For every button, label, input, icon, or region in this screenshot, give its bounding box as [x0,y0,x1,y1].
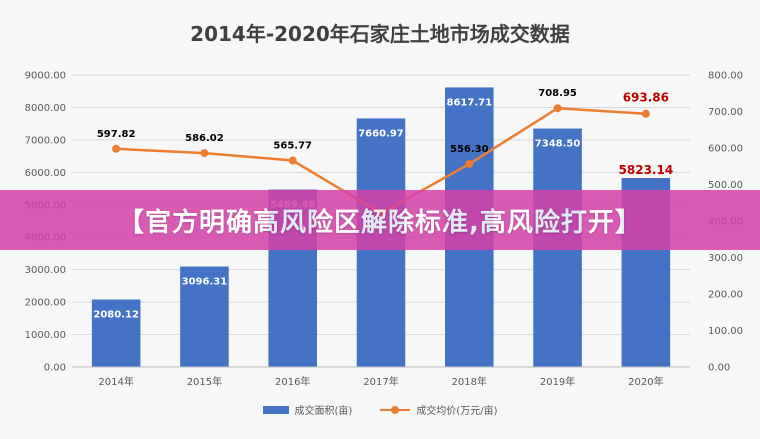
x-tick-label: 2017年 [363,375,398,388]
y-left-tick-label: 1000.00 [25,330,66,341]
chart-legend: 成交面积(亩) 成交均价(万元/亩) [0,402,760,417]
y-left-tick-label: 9000.00 [25,71,66,82]
bar-data-label: 8617.71 [447,97,493,108]
legend-item-price: 成交均价(万元/亩) [380,402,497,417]
price-point [112,144,121,153]
price-data-label: 597.82 [97,129,136,140]
bar-data-label: 2080.12 [93,310,139,321]
price-point [200,149,209,158]
bar [91,299,141,367]
bar-data-label: 7660.97 [358,128,404,139]
y-left-tick-label: 8000.00 [25,103,66,114]
price-data-label: 693.86 [623,91,669,105]
banner-text: 【官方明确高风险区解除标准,高风险打开】 [118,207,642,238]
legend-label-area: 成交面积(亩) [294,406,353,417]
bar-data-label: 5823.14 [619,163,674,177]
x-tick-label: 2018年 [452,375,487,388]
price-data-label: 708.95 [538,88,577,99]
price-point [288,156,297,165]
legend-item-area: 成交面积(亩) [262,402,353,417]
bar-data-label: 3096.31 [182,277,228,288]
y-left-tick-label: 3000.00 [25,265,66,276]
y-right-tick-label: 600.00 [708,144,743,155]
bar [180,266,229,367]
price-point [553,104,562,113]
y-left-tick-label: 0.00 [44,363,66,374]
y-right-tick-label: 800.00 [708,71,743,82]
legend-bar-swatch [262,405,289,414]
chart-title: 2014年-2020年石家庄土地市场成交数据 [190,22,570,46]
y-right-tick-label: 100.00 [708,326,743,337]
y-right-tick-label: 200.00 [708,290,743,301]
y-right-tick-label: 300.00 [708,253,743,264]
price-data-label: 565.77 [273,140,312,151]
price-data-label: 556.30 [450,144,489,155]
x-tick-label: 2020年 [628,375,663,388]
y-right-tick-label: 500.00 [708,180,743,191]
legend-line-swatch [380,405,411,414]
x-tick-label: 2019年 [540,375,575,388]
y-left-tick-label: 2000.00 [25,298,66,309]
legend-label-price: 成交均价(万元/亩) [416,406,498,417]
headline-banner: 【官方明确高风险区解除标准,高风险打开】 [0,190,760,250]
y-right-tick-label: 0.00 [708,363,730,374]
x-tick-label: 2014年 [98,375,133,388]
bar-data-label: 7348.50 [535,139,581,150]
x-tick-label: 2016年 [275,375,310,388]
y-left-tick-label: 7000.00 [25,135,66,146]
y-right-tick-label: 700.00 [708,107,743,118]
x-tick-label: 2015年 [187,375,222,388]
y-left-tick-label: 6000.00 [25,168,66,179]
price-point [465,159,474,168]
price-point [641,109,650,118]
price-data-label: 586.02 [185,133,224,144]
